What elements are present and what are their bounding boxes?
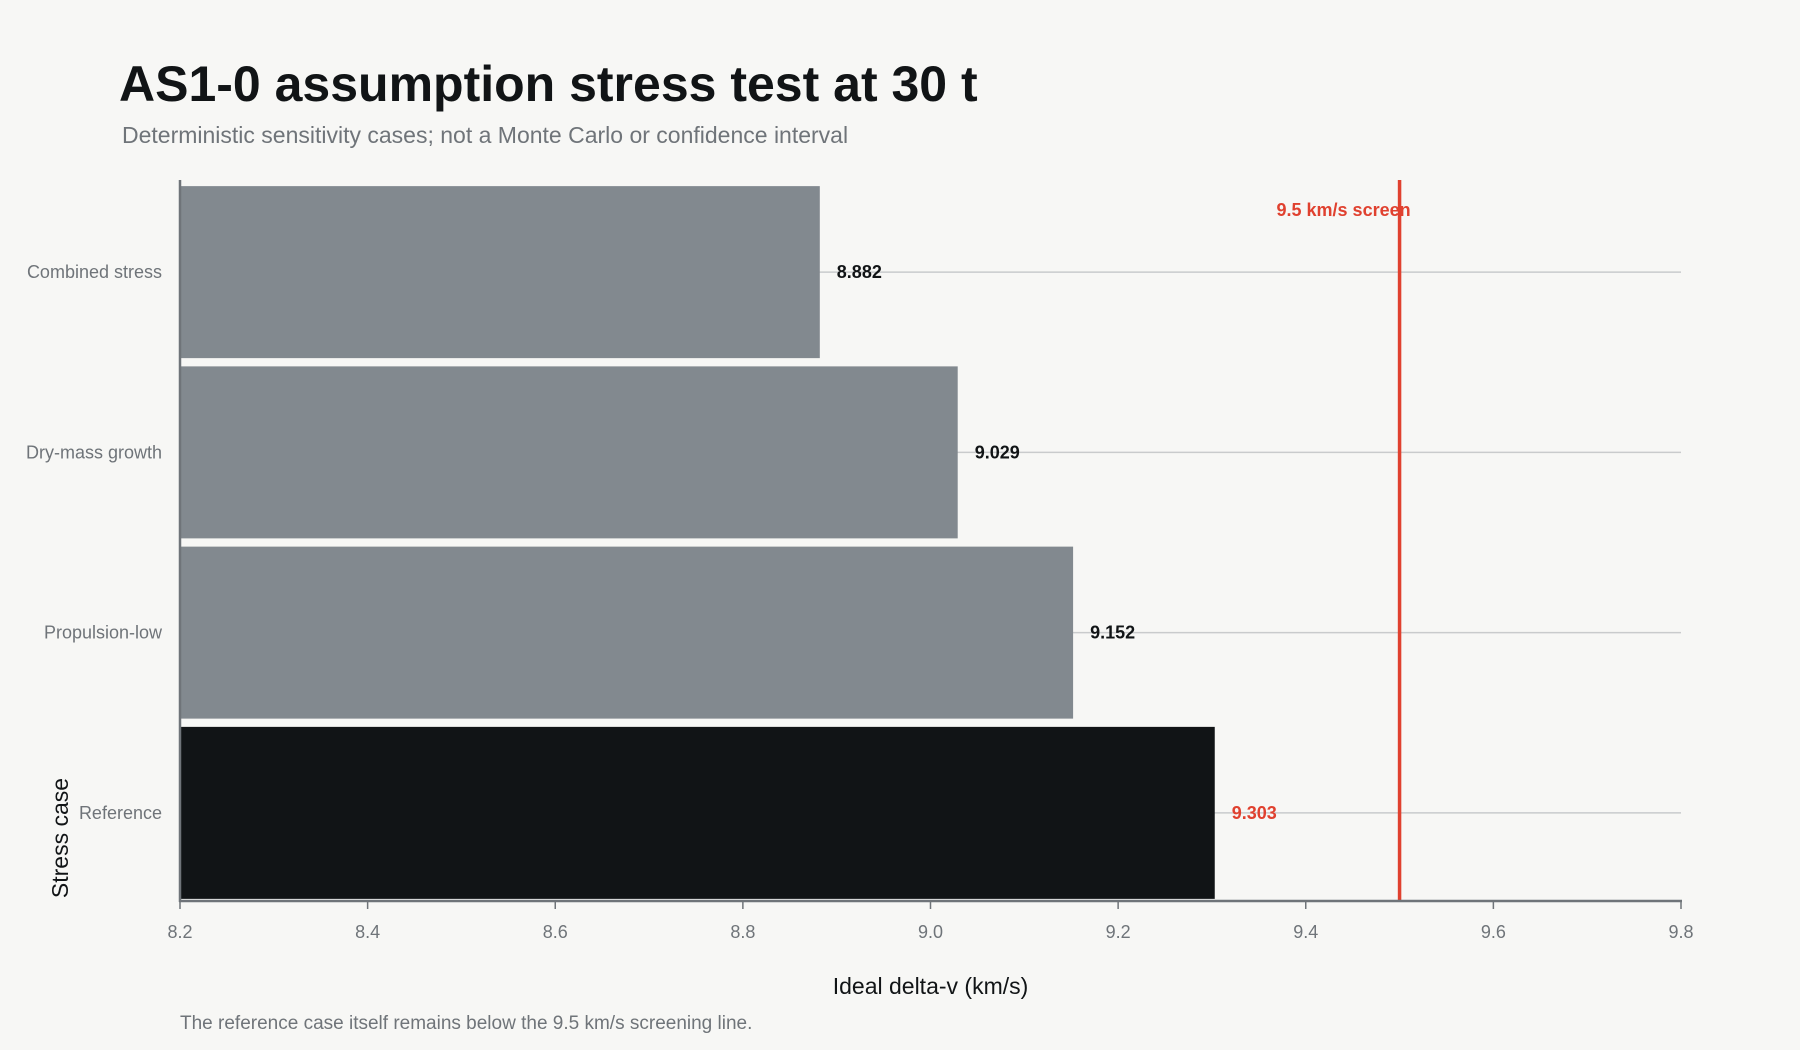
value-label: 9.303 — [1232, 803, 1277, 823]
y-tick-label: Dry-mass growth — [26, 442, 162, 462]
x-tick-label: 9.2 — [1106, 922, 1131, 942]
bar-dry-mass-growth — [180, 366, 958, 539]
x-tick-label: 9.8 — [1668, 922, 1693, 942]
y-tick-label: Reference — [79, 803, 162, 823]
x-tick-label: 8.2 — [167, 922, 192, 942]
x-tick-label: 8.4 — [355, 922, 380, 942]
chart-subtitle: Deterministic sensitivity cases; not a M… — [122, 122, 849, 148]
chart-footnote: The reference case itself remains below … — [180, 1013, 753, 1034]
value-label: 8.882 — [837, 262, 882, 282]
x-tick-label: 9.6 — [1481, 922, 1506, 942]
y-tick-label: Combined stress — [27, 262, 162, 282]
axes — [178, 180, 1682, 909]
x-tick-label: 8.8 — [730, 922, 755, 942]
chart-title: AS1-0 assumption stress test at 30 t — [119, 56, 978, 112]
bars — [180, 186, 1215, 899]
y-tick-label: Propulsion-low — [44, 623, 163, 643]
bar-propulsion-low — [180, 546, 1074, 719]
labels: 8.882 9.029 9.152 9.303 Combined stress Dry-m… — [26, 200, 1694, 999]
value-label: 9.029 — [975, 442, 1020, 462]
value-label: 9.152 — [1090, 623, 1135, 643]
bar-combined-stress — [180, 186, 820, 359]
reference-line-label: 9.5 km/s screen — [1277, 200, 1411, 220]
x-tick-label: 9.0 — [918, 922, 943, 942]
bar-reference — [180, 726, 1215, 899]
x-tick-label: 8.6 — [543, 922, 568, 942]
x-axis-label: Ideal delta-v (km/s) — [833, 973, 1029, 999]
x-tick-label: 9.4 — [1293, 922, 1318, 942]
y-axis-label: Stress case — [47, 778, 73, 898]
